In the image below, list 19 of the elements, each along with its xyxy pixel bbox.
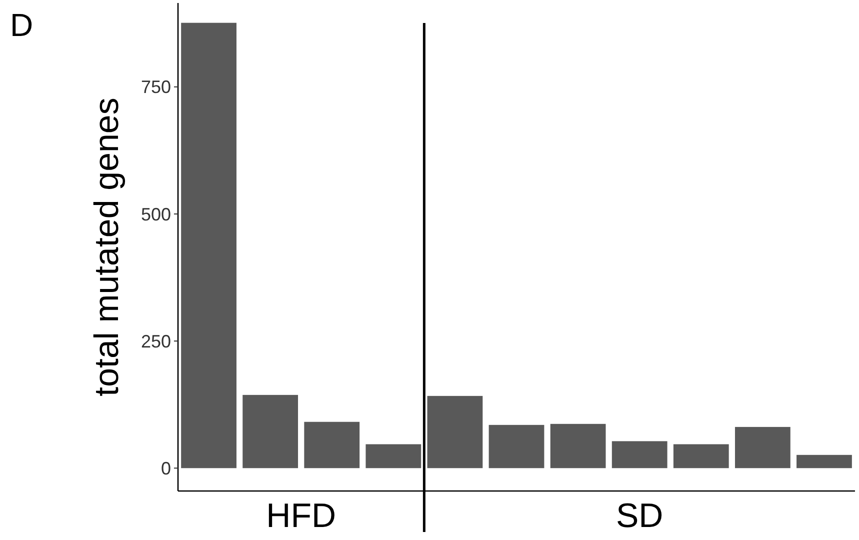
bar — [550, 424, 606, 468]
bar — [673, 444, 729, 468]
bar — [242, 394, 298, 468]
y-tick-label: 250 — [140, 331, 171, 352]
bar — [734, 426, 790, 468]
y-tick-label: 0 — [160, 458, 171, 478]
bar — [612, 441, 668, 468]
bar — [366, 444, 422, 468]
text: HFD — [266, 497, 336, 535]
y-tick-label: 500 — [140, 204, 171, 224]
chart-title: D — [10, 7, 34, 43]
y-axis-title: total mutated genes — [88, 98, 126, 396]
bar — [488, 424, 544, 468]
bar — [181, 22, 236, 468]
bar — [796, 454, 852, 468]
text: SD — [616, 497, 664, 535]
bar — [304, 422, 360, 468]
y-tick-label: 750 — [140, 77, 171, 98]
bar — [427, 396, 483, 468]
